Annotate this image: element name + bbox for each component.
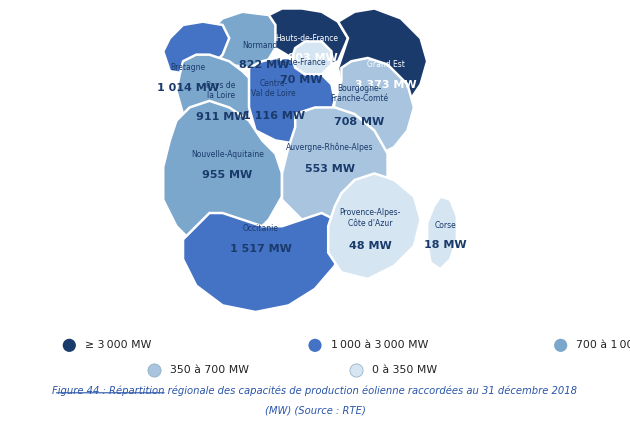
Text: Normandie: Normandie	[243, 41, 285, 50]
Text: Bretagne: Bretagne	[170, 63, 205, 72]
Text: Centre-
Val de Loire: Centre- Val de Loire	[251, 79, 296, 98]
Text: (MW) (Source : RTE): (MW) (Source : RTE)	[265, 406, 365, 415]
Text: Hauts-de-France: Hauts-de-France	[275, 34, 338, 43]
Polygon shape	[209, 12, 275, 68]
Polygon shape	[427, 197, 457, 269]
Text: Corse: Corse	[435, 220, 456, 230]
Text: 1 014 MW: 1 014 MW	[157, 83, 219, 93]
Polygon shape	[331, 58, 414, 157]
Point	[556, 342, 566, 349]
Point	[149, 366, 159, 373]
Text: Ile-de-France: Ile-de-France	[277, 58, 326, 66]
Text: 1 116 MW: 1 116 MW	[243, 111, 305, 121]
Text: Nouvelle-Aquitaine: Nouvelle-Aquitaine	[191, 150, 264, 159]
Text: Grand Est: Grand Est	[367, 60, 405, 69]
Text: Figure 44 : Répartition régionale des capacités de production éolienne raccordée: Figure 44 : Répartition régionale des ca…	[52, 386, 578, 396]
Text: 553 MW: 553 MW	[305, 164, 355, 173]
Polygon shape	[265, 8, 348, 68]
Polygon shape	[328, 173, 421, 279]
Text: Bourgogne-
Franche-Comté: Bourgogne- Franche-Comté	[331, 84, 389, 104]
Polygon shape	[282, 107, 387, 226]
Text: 955 MW: 955 MW	[202, 170, 253, 180]
Polygon shape	[163, 22, 229, 74]
Polygon shape	[183, 213, 341, 312]
Point	[64, 342, 74, 349]
Text: 48 MW: 48 MW	[349, 241, 392, 251]
Point	[310, 342, 320, 349]
Text: 1 000 à 3 000 MW: 1 000 à 3 000 MW	[331, 341, 428, 350]
Text: Provence-Alpes-
Côte d'Azur: Provence-Alpes- Côte d'Azur	[340, 209, 401, 228]
Polygon shape	[338, 8, 427, 114]
Polygon shape	[292, 41, 331, 74]
Text: Occitanie: Occitanie	[243, 224, 278, 233]
Polygon shape	[176, 55, 256, 134]
Text: 708 MW: 708 MW	[335, 117, 385, 126]
Text: Pays de
la Loire: Pays de la Loire	[206, 81, 236, 100]
Text: 0 à 350 MW: 0 à 350 MW	[372, 365, 437, 374]
Point	[351, 366, 361, 373]
Text: 1 517 MW: 1 517 MW	[229, 244, 292, 254]
Text: 70 MW: 70 MW	[280, 75, 323, 85]
Polygon shape	[249, 58, 335, 144]
Text: ≥ 3 000 MW: ≥ 3 000 MW	[85, 341, 151, 350]
Text: 822 MW: 822 MW	[239, 60, 289, 70]
Text: 911 MW: 911 MW	[196, 113, 246, 122]
Text: Auvergne-Rhône-Alpes: Auvergne-Rhône-Alpes	[286, 143, 374, 152]
Text: 3 373 MW: 3 373 MW	[355, 80, 417, 91]
Polygon shape	[163, 101, 282, 249]
Text: 4 003 MW: 4 003 MW	[276, 53, 338, 63]
Text: 18 MW: 18 MW	[424, 240, 467, 250]
Text: 700 à 1 000 MW: 700 à 1 000 MW	[576, 341, 630, 350]
Text: 350 à 700 MW: 350 à 700 MW	[170, 365, 249, 374]
